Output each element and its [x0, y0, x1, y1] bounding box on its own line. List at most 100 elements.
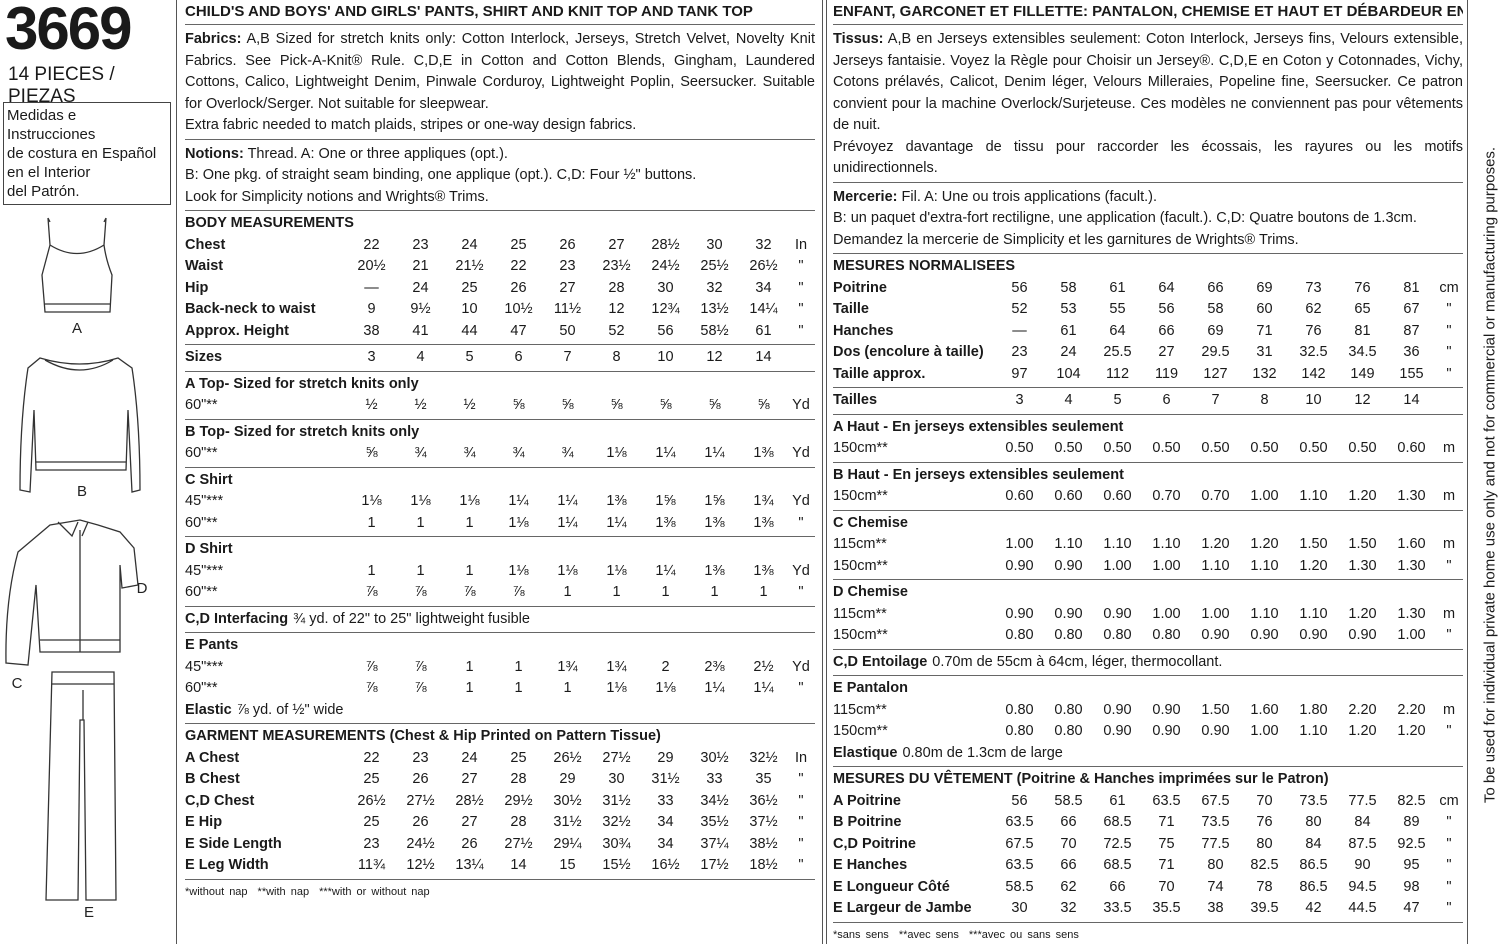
cell: 9½ [410, 301, 431, 317]
section-heading: A Top- Sized for stretch knits only [185, 375, 419, 392]
cell: 1⅛ [508, 514, 529, 531]
unit: m [1442, 488, 1456, 504]
cell: 1⅛ [508, 562, 529, 579]
cell: 0.90 [1152, 723, 1181, 739]
cell: 35.5 [1152, 900, 1181, 916]
table-row: C,D Poitrine 67.5 70 72.5 75 77.5 80 84 87.5 92.5… [833, 834, 1463, 856]
cell: 4 [1064, 392, 1073, 408]
cell: 1.00 [1250, 488, 1279, 504]
cell: 76 [1256, 814, 1273, 830]
section: B Top- Sized for stretch knits only 60"**… [185, 420, 815, 468]
section: MESURES DU VÊTEMENT (Poitrine & Hanches … [833, 767, 1463, 923]
cell: 37¼ [700, 835, 729, 852]
table-row: E Hip 25 26 27 28 31½ 32½ 34 35½ 37½ " [185, 812, 815, 834]
row-text: 0.80m de 1.3cm de large [902, 744, 1063, 761]
cell: 87 [1403, 322, 1420, 339]
cell: 21 [412, 258, 429, 274]
cell: 22 [363, 749, 380, 766]
cell: 52 [1011, 301, 1028, 317]
notions-line: B: One pkg. of straight seam binding, on… [185, 165, 815, 187]
row-label: 150cm** [833, 488, 888, 504]
section: A Haut - En jerseys extensibles seulemen… [833, 415, 1463, 463]
cell: 1.20 [1348, 605, 1377, 622]
cell: 15 [559, 857, 576, 873]
cell: 61 [1060, 322, 1077, 339]
unit: m [1442, 605, 1456, 622]
cell: 32 [706, 279, 723, 296]
cell: 1.60 [1250, 701, 1279, 718]
cell: 71 [1158, 857, 1175, 873]
row-label: C,D Interfacing [185, 610, 289, 627]
cell: 0.80 [1005, 701, 1034, 718]
cell: ½ [463, 397, 476, 413]
cell: 155 [1399, 365, 1424, 382]
footnote: *sans sens [833, 928, 889, 941]
cell: 11¾ [357, 857, 386, 873]
cell: 58½ [700, 322, 729, 339]
notions-label: Mercerie: [833, 188, 898, 205]
unit: " [798, 792, 804, 809]
unit: In [794, 236, 808, 253]
unit: cm [1439, 279, 1459, 296]
section: MESURES NORMALISEES Poitrine 56 58 61 64 66 69 7… [833, 254, 1463, 388]
cell: 149 [1350, 365, 1375, 382]
cell: 0.80 [1103, 627, 1132, 643]
cell: 63.5 [1005, 814, 1034, 830]
cell: 86.5 [1299, 878, 1328, 895]
notions: Mercerie: Fil. A: Une ou trois applicati… [833, 183, 1463, 254]
cell: 0.90 [1348, 627, 1377, 643]
cell: 56 [1158, 301, 1175, 317]
cell: 38 [363, 322, 380, 339]
table-row: 150cm** 0.80 0.80 0.90 0.90 0.90 1.00 1.10 1.20 1… [833, 721, 1463, 743]
cell: 50 [559, 322, 576, 339]
cell: 1.00 [1250, 723, 1279, 739]
table-row: Back-neck to waist 9 9½ 10 10½ 11½ 12 12¾ 13½ 14¼… [185, 299, 815, 321]
cell: ⅝ [757, 397, 770, 413]
cell: ⅝ [365, 445, 378, 461]
row-label: 115cm** [833, 605, 887, 622]
cell: 0.90 [1005, 605, 1034, 622]
cell: 20½ [357, 258, 386, 274]
cell: 1¼ [655, 445, 676, 461]
table-row: E Hanches 63.5 66 68.5 71 80 82.5 86.5 90 95 " [833, 855, 1463, 877]
cell: 34.5 [1348, 344, 1377, 360]
cell: 1.30 [1397, 557, 1426, 574]
cell: 37½ [749, 814, 778, 830]
section: D Chemise 115cm** 0.90 0.90 0.90 1.00 1.00 1.10… [833, 580, 1463, 650]
section-heading: D Chemise [833, 584, 908, 600]
cell: 65 [1354, 301, 1371, 317]
cell: 28½ [455, 792, 484, 809]
fabrics-extra: Extra fabric needed to match plaids, str… [185, 117, 637, 133]
cell: 1.10 [1250, 605, 1279, 622]
cell: 1.20 [1201, 536, 1230, 552]
cell: 53 [1060, 301, 1077, 317]
section-heading: D Shirt [185, 541, 233, 557]
table-row: Elastic ⅞ yd. of ½" wide [185, 700, 815, 722]
cell: 1⅛ [361, 493, 382, 509]
cell: 62 [1305, 301, 1322, 317]
cell: 1⅝ [704, 493, 725, 509]
cell: 68.5 [1103, 857, 1132, 873]
unit: " [798, 514, 804, 531]
cell: 74 [1207, 878, 1224, 895]
cell: 52 [608, 322, 625, 339]
cell: 142 [1301, 365, 1326, 382]
section: B Haut - En jerseys extensibles seulemen… [833, 463, 1463, 511]
unit: " [1446, 322, 1452, 339]
cell: ⅝ [561, 397, 574, 413]
cell: 0.50 [1250, 440, 1279, 456]
section-heading: BODY MEASUREMENTS [185, 215, 354, 231]
cell: 1.50 [1201, 701, 1230, 718]
cell: 36 [1403, 344, 1420, 360]
cell: 94.5 [1348, 878, 1377, 895]
table-row: E Leg Width 11¾ 12½ 13¼ 14 15 15½ 16½ 17½ 18½ " [185, 855, 815, 877]
cell: 80 [1256, 835, 1273, 852]
table-row: B Chest 25 26 27 28 29 30 31½ 33 35 " [185, 769, 815, 791]
cell: 24 [461, 749, 478, 766]
cell: 26 [461, 835, 478, 852]
cell: 1 [759, 584, 768, 600]
cell: 0.50 [1103, 440, 1132, 456]
note-line: del Patrón. [7, 183, 80, 200]
cell: 0.60 [1397, 440, 1426, 456]
cell: 56 [1011, 792, 1028, 809]
